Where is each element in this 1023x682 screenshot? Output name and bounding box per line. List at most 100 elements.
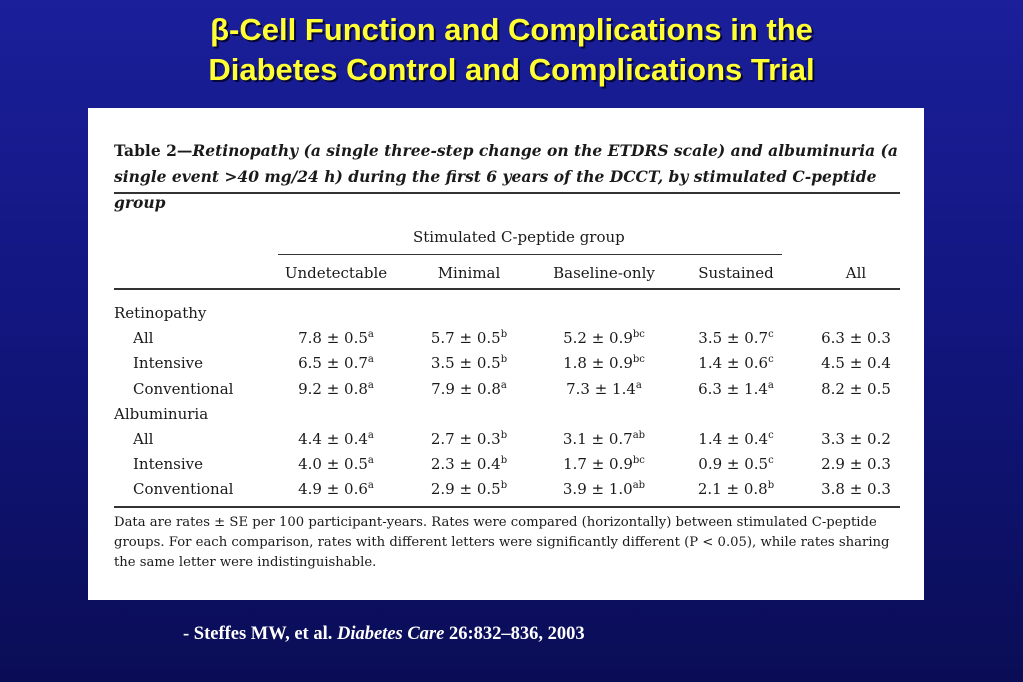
section-label: Albuminuria bbox=[114, 404, 209, 423]
table-cell: 2.9 ± 0.5b bbox=[404, 480, 534, 498]
cell-superscript: b bbox=[767, 480, 775, 492]
table-panel: Table 2—Retinopathy (a single three-step… bbox=[88, 108, 924, 600]
column-header: Undetectable bbox=[284, 264, 388, 282]
table-cell: 6.5 ± 0.7a bbox=[271, 354, 401, 372]
cell-superscript: b bbox=[500, 455, 508, 467]
row-label: All bbox=[133, 430, 154, 448]
cell-superscript: a bbox=[367, 354, 374, 366]
cell-value: 2.9 ± 0.3 bbox=[821, 455, 891, 474]
table-cell: 2.3 ± 0.4b bbox=[404, 455, 534, 473]
cell-value: 1.4 ± 0.6 bbox=[698, 354, 769, 373]
citation: - Steffes MW, et al. Diabetes Care 26:83… bbox=[183, 624, 585, 645]
citation-prefix: - Steffes MW, et al. bbox=[183, 624, 333, 644]
table-cell: 1.4 ± 0.4c bbox=[671, 430, 801, 448]
cell-superscript: b bbox=[500, 354, 508, 366]
cell-superscript: ab bbox=[632, 480, 646, 492]
top-rule bbox=[114, 192, 900, 194]
group-header: Stimulated C-peptide group bbox=[413, 228, 625, 246]
row-label: Intensive bbox=[133, 354, 203, 373]
table-cell: 3.5 ± 0.5b bbox=[404, 354, 534, 372]
table-cell: 1.7 ± 0.9bc bbox=[539, 455, 669, 473]
column-header: Minimal bbox=[437, 264, 501, 282]
cell-superscript: a bbox=[635, 379, 642, 391]
cell-value: 6.5 ± 0.7 bbox=[298, 354, 368, 373]
cell-superscript: b bbox=[500, 430, 508, 441]
header-rule bbox=[114, 288, 900, 290]
table-cell: 2.7 ± 0.3b bbox=[404, 430, 534, 448]
cell-value: 7.9 ± 0.8 bbox=[431, 379, 501, 398]
cell-superscript: bc bbox=[632, 354, 645, 366]
cell-superscript: a bbox=[367, 455, 374, 467]
slide-title-line2: Diabetes Control and Complications Trial bbox=[208, 52, 815, 87]
table-footnote: Data are rates ± SE per 100 participant-… bbox=[114, 515, 890, 570]
table-cell: 9.2 ± 0.8a bbox=[271, 380, 401, 398]
cell-superscript: c bbox=[768, 329, 774, 341]
cell-superscript: b bbox=[500, 329, 508, 341]
table-cell: 3.1 ± 0.7ab bbox=[539, 430, 669, 448]
slide-title: β-Cell Function and Complications in the… bbox=[0, 10, 1023, 90]
cell-superscript: c bbox=[768, 455, 774, 467]
cell-superscript: ab bbox=[632, 430, 646, 441]
table-caption: Table 2—Retinopathy (a single three-step… bbox=[114, 138, 904, 216]
table-cell: 5.2 ± 0.9bc bbox=[539, 329, 669, 347]
table-cell: 6.3 ± 0.3 bbox=[791, 329, 921, 347]
cell-superscript: bc bbox=[632, 455, 645, 467]
cell-value: 2.1 ± 0.8 bbox=[697, 480, 768, 499]
cell-superscript: a bbox=[367, 379, 374, 391]
table-cell: 0.9 ± 0.5c bbox=[671, 455, 801, 473]
cell-value: 8.2 ± 0.5 bbox=[821, 379, 891, 398]
table-cell: 3.3 ± 0.2 bbox=[791, 430, 921, 448]
cell-value: 1.8 ± 0.9 bbox=[563, 354, 633, 373]
table-cell: 7.9 ± 0.8a bbox=[404, 380, 534, 398]
table-cell: 4.4 ± 0.4a bbox=[271, 430, 401, 448]
cell-value: 3.3 ± 0.2 bbox=[821, 430, 891, 448]
cell-value: 3.5 ± 0.7 bbox=[698, 329, 769, 348]
column-header: Baseline-only bbox=[553, 264, 655, 282]
table-cell: 4.5 ± 0.4 bbox=[791, 354, 921, 372]
cell-value: 2.9 ± 0.5 bbox=[430, 480, 501, 499]
row-label: All bbox=[133, 329, 154, 348]
table-caption-body: Retinopathy (a single three-step change … bbox=[114, 141, 898, 212]
table-cell: 8.2 ± 0.5 bbox=[791, 380, 921, 398]
cell-superscript: a bbox=[767, 379, 774, 391]
cell-value: 1.4 ± 0.4 bbox=[698, 430, 769, 448]
cell-value: 6.3 ± 0.3 bbox=[821, 329, 891, 348]
table-cell: 3.9 ± 1.0ab bbox=[539, 480, 669, 498]
slide-title-line1: β-Cell Function and Complications in the bbox=[210, 12, 813, 47]
table-cell: 3.8 ± 0.3 bbox=[791, 480, 921, 498]
table-cell: 4.0 ± 0.5a bbox=[271, 455, 401, 473]
cell-value: 3.1 ± 0.7 bbox=[562, 430, 633, 448]
table-caption-lead: Table 2— bbox=[114, 141, 193, 160]
cell-value: 4.0 ± 0.5 bbox=[298, 455, 368, 474]
cell-superscript: bc bbox=[632, 329, 645, 341]
cell-superscript: b bbox=[500, 480, 508, 492]
table-cell: 4.9 ± 0.6a bbox=[271, 480, 401, 498]
group-rule bbox=[278, 254, 782, 255]
table-cell: 7.8 ± 0.5a bbox=[271, 329, 401, 347]
column-header: Sustained bbox=[698, 264, 774, 282]
table-cell: 5.7 ± 0.5b bbox=[404, 329, 534, 347]
cell-value: 7.3 ± 1.4 bbox=[566, 379, 636, 398]
cell-value: 3.5 ± 0.5 bbox=[430, 354, 501, 373]
bottom-rule bbox=[114, 506, 900, 508]
table-cell: 7.3 ± 1.4a bbox=[539, 380, 669, 398]
cell-value: 2.7 ± 0.3 bbox=[430, 430, 501, 448]
cell-value: 0.9 ± 0.5 bbox=[698, 455, 769, 474]
cell-value: 3.9 ± 1.0 bbox=[562, 480, 633, 499]
column-header: All bbox=[845, 264, 867, 282]
cell-value: 2.3 ± 0.4 bbox=[430, 455, 501, 474]
cell-superscript: c bbox=[768, 354, 774, 366]
cell-superscript: a bbox=[367, 430, 374, 441]
table-cell: 1.4 ± 0.6c bbox=[671, 354, 801, 372]
cell-superscript: c bbox=[768, 430, 774, 441]
table-cell: 2.1 ± 0.8b bbox=[671, 480, 801, 498]
cell-value: 5.2 ± 0.9 bbox=[563, 329, 633, 348]
table-cell: 2.9 ± 0.3 bbox=[791, 455, 921, 473]
section-label: Retinopathy bbox=[114, 304, 207, 322]
cell-value: 9.2 ± 0.8 bbox=[298, 379, 368, 398]
cell-value: 4.9 ± 0.6 bbox=[298, 480, 368, 499]
row-label: Conventional bbox=[133, 480, 234, 499]
cell-value: 6.3 ± 1.4 bbox=[698, 379, 768, 398]
table-cell: 3.5 ± 0.7c bbox=[671, 329, 801, 347]
citation-journal: Diabetes Care bbox=[336, 624, 445, 644]
